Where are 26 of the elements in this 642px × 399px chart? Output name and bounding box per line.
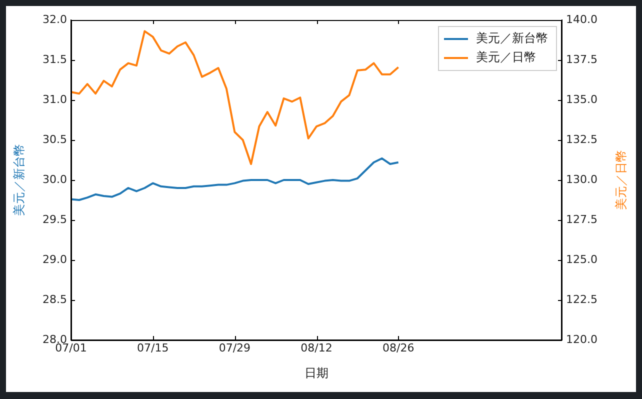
legend-label: 美元／新台幣 (476, 31, 548, 46)
y2-tick-label: 137.5 (566, 52, 598, 66)
y-tick-label: 29.5 (42, 212, 67, 226)
y2-tick-label: 120.0 (566, 332, 598, 346)
legend-label: 美元／日幣 (476, 50, 536, 64)
y2-tick-label: 122.5 (566, 292, 598, 306)
y2-tick-label: 125.0 (566, 252, 598, 266)
y-tick-label: 31.5 (42, 52, 67, 66)
y-tick-label: 28.5 (42, 292, 67, 306)
y2-tick-label: 135.0 (566, 92, 598, 106)
y2-tick-label: 132.5 (566, 132, 598, 146)
x-tick-label: 07/15 (136, 341, 169, 354)
y-tick-label: 30.0 (42, 172, 67, 186)
y-tick-label: 31.0 (42, 92, 67, 106)
x-tick-label: 07/29 (218, 341, 251, 354)
y2-tick-label: 127.5 (566, 212, 598, 226)
x-tick-label: 08/26 (382, 341, 414, 354)
y-tick-label: 32.0 (42, 12, 67, 26)
x-axis-title: 日期 (304, 366, 328, 380)
y2-tick-label: 130.0 (566, 172, 598, 186)
y-tick-label: 30.5 (42, 132, 67, 146)
y2-axis-title: 美元／日幣 (614, 150, 628, 210)
y-tick-label: 29.0 (42, 252, 67, 266)
y-axis-title: 美元／新台幣 (12, 144, 26, 216)
x-tick-label: 08/12 (300, 341, 332, 354)
y2-tick-label: 140.0 (566, 12, 598, 26)
